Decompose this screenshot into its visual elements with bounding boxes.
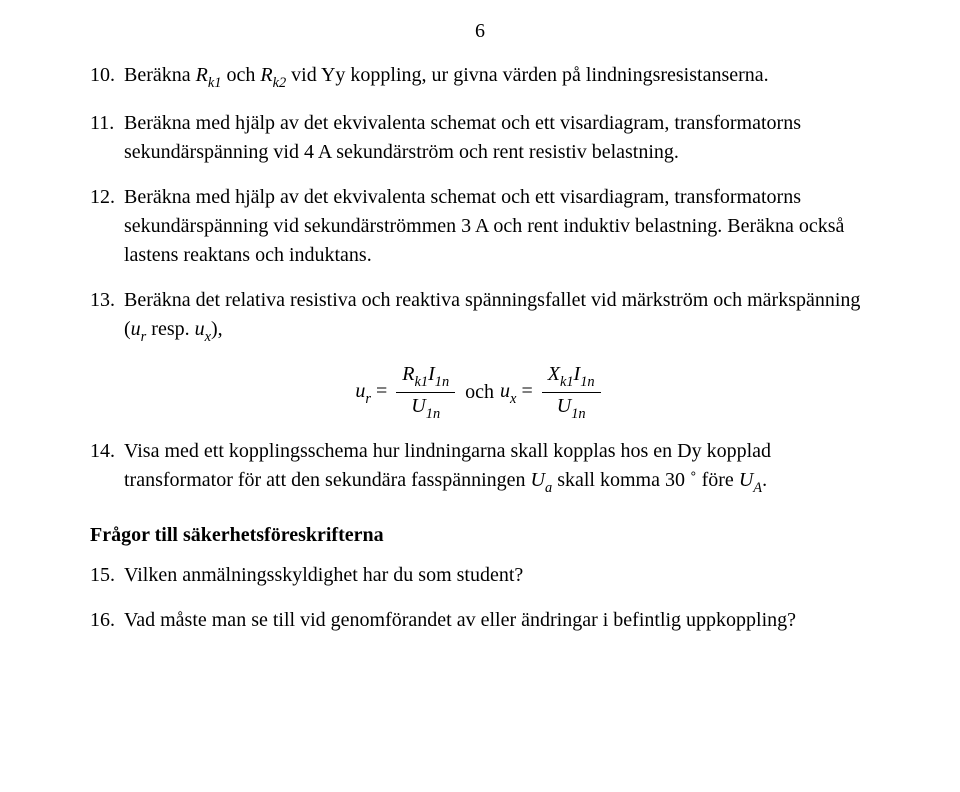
section-heading: Frågor till säkerhetsföreskrifterna [90, 524, 870, 547]
item-number: 14. [90, 437, 124, 498]
equals: = [516, 380, 537, 402]
subscript: k1 [415, 374, 429, 390]
question-12: 12. Beräkna med hjälp av det ekvivalenta… [90, 183, 870, 270]
question-11: 11. Beräkna med hjälp av det ekvivalenta… [90, 109, 870, 167]
subscript: r [365, 391, 371, 407]
text: ), [211, 318, 223, 340]
numerator: Xk1I1n [542, 363, 601, 393]
subscript: 1n [571, 406, 585, 422]
item-number: 15. [90, 561, 124, 590]
item-number: 11. [90, 109, 124, 167]
item-number: 16. [90, 606, 124, 635]
fraction: Xk1I1n U1n [542, 363, 601, 422]
subscript: 1n [580, 374, 594, 390]
symbol-U: U [411, 395, 425, 417]
item-number: 12. [90, 183, 124, 270]
symbol-u: u [355, 380, 365, 402]
subscript: a [545, 480, 552, 496]
fraction: Rk1I1n U1n [396, 363, 455, 422]
symbol-I: I [428, 363, 435, 385]
text: Beräkna [124, 64, 196, 86]
item-body: Beräkna Rk1 och Rk2 vid Yy koppling, ur … [124, 61, 870, 93]
document-page: 6 10. Beräkna Rk1 och Rk2 vid Yy kopplin… [0, 0, 960, 792]
item-body: Visa med ett kopplingsschema hur lindnin… [124, 437, 870, 498]
denominator: U1n [396, 393, 455, 422]
subscript: x [510, 391, 516, 407]
symbol-R: R [260, 64, 272, 86]
text: skall komma 30 ˚ före [552, 469, 739, 491]
text: resp. [146, 318, 194, 340]
subscript: k1 [208, 75, 222, 91]
item-number: 10. [90, 61, 124, 93]
symbol-u: u [500, 380, 510, 402]
equals: = [371, 380, 392, 402]
item-body: Beräkna det relativa resistiva och reakt… [124, 286, 870, 347]
subscript: A [753, 480, 762, 496]
subscript: k2 [273, 75, 287, 91]
question-14: 14. Visa med ett kopplingsschema hur lin… [90, 437, 870, 498]
symbol-U: U [557, 395, 571, 417]
item-body: Vad måste man se till vid genomförandet … [124, 606, 870, 635]
denominator: U1n [542, 393, 601, 422]
text: vid Yy koppling, ur givna värden på lind… [286, 64, 769, 86]
symbol-R: R [402, 363, 414, 385]
symbol-u: u [131, 318, 141, 340]
symbol-R: R [196, 64, 208, 86]
text-och: och [465, 381, 494, 404]
numerator: Rk1I1n [396, 363, 455, 393]
formula-block: ur = Rk1I1n U1n och ux = Xk1I1n U1n [90, 363, 870, 422]
page-number: 6 [90, 20, 870, 43]
question-10: 10. Beräkna Rk1 och Rk2 vid Yy koppling,… [90, 61, 870, 93]
subscript: 1n [426, 406, 440, 422]
subscript: 1n [435, 374, 449, 390]
item-body: Beräkna med hjälp av det ekvivalenta sch… [124, 109, 870, 167]
text: . [762, 469, 767, 491]
subscript: x [205, 329, 211, 345]
subscript: r [141, 329, 147, 345]
item-body: Beräkna med hjälp av det ekvivalenta sch… [124, 183, 870, 270]
question-13: 13. Beräkna det relativa resistiva och r… [90, 286, 870, 347]
text: Beräkna det relativa resistiva och reakt… [124, 289, 860, 340]
question-15: 15. Vilken anmälningsskyldighet har du s… [90, 561, 870, 590]
symbol-U: U [739, 469, 753, 491]
question-16: 16. Vad måste man se till vid genomföran… [90, 606, 870, 635]
subscript: k1 [560, 374, 574, 390]
symbol-U: U [531, 469, 545, 491]
item-number: 13. [90, 286, 124, 347]
symbol-X: X [548, 363, 560, 385]
text: och [221, 64, 260, 86]
item-body: Vilken anmälningsskyldighet har du som s… [124, 561, 870, 590]
symbol-u: u [195, 318, 205, 340]
